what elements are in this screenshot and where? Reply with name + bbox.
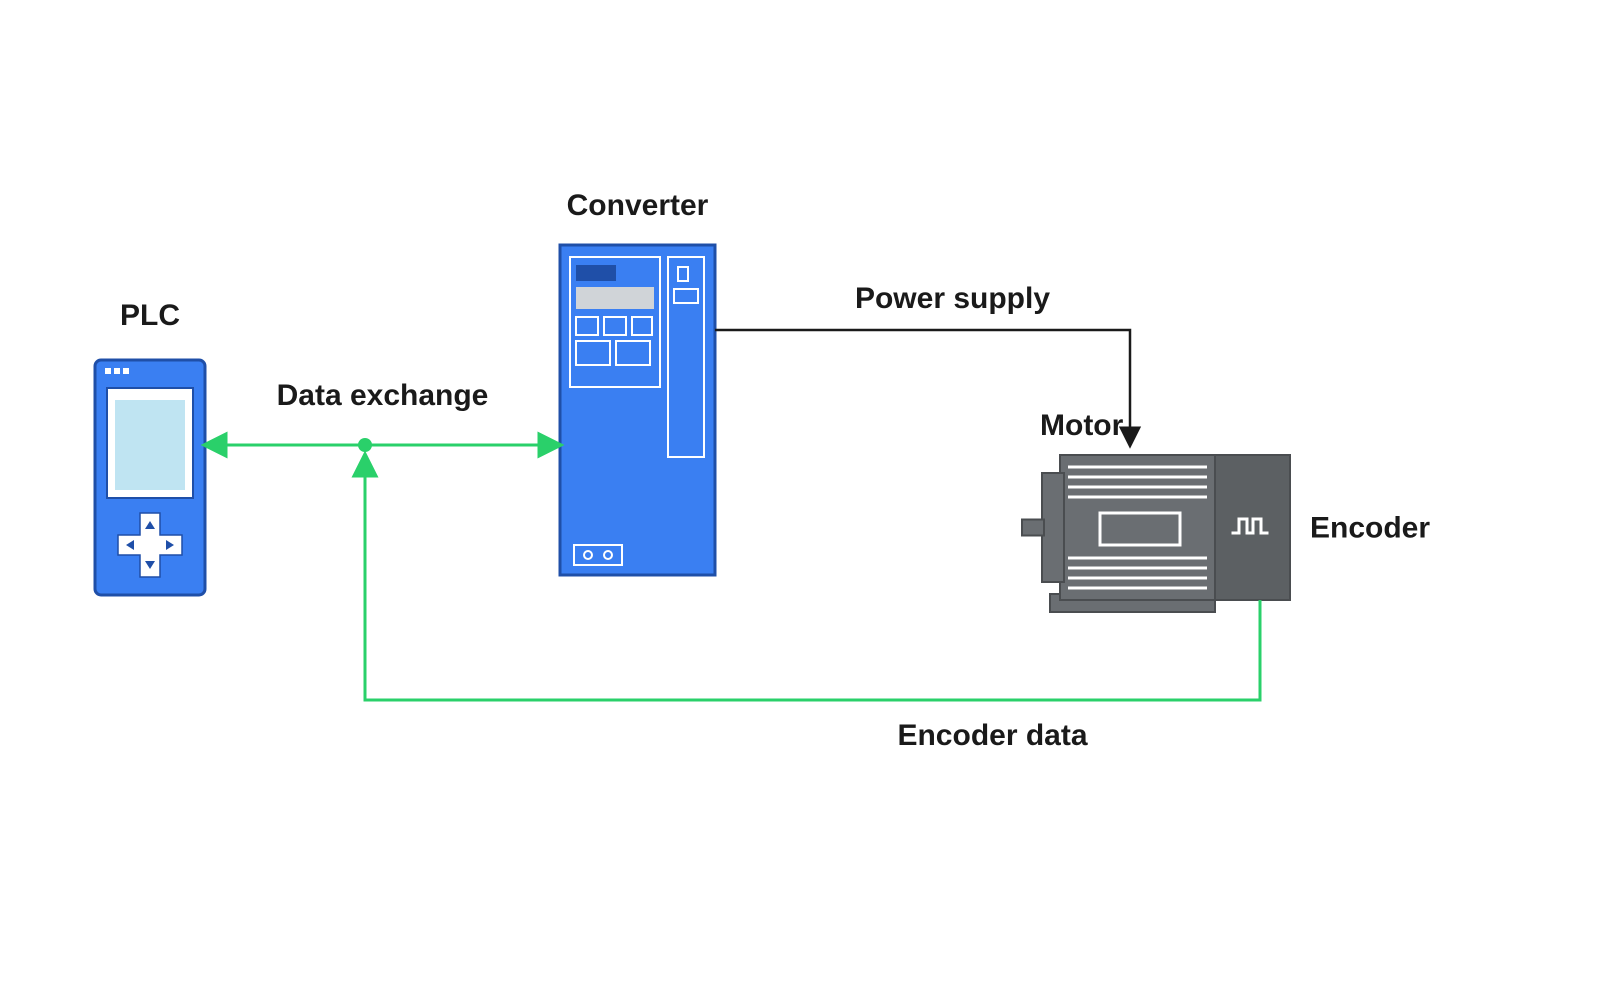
converter-label: Converter (567, 189, 709, 222)
encoder-data-label: Encoder data (897, 719, 1087, 752)
converter-device (560, 245, 715, 575)
data-exchange-label: Data exchange (277, 379, 489, 412)
plc-label: PLC (120, 299, 180, 332)
power-supply-label: Power supply (855, 282, 1050, 315)
plc-device (95, 360, 205, 595)
motor-label: Motor (1040, 409, 1124, 442)
junction-node (358, 438, 372, 452)
encoder-label: Encoder (1310, 512, 1430, 545)
motor-assembly (1022, 455, 1290, 612)
diagram-canvas: PLC Converter Motor Encoder Data exchange Pow… (0, 0, 1600, 1000)
